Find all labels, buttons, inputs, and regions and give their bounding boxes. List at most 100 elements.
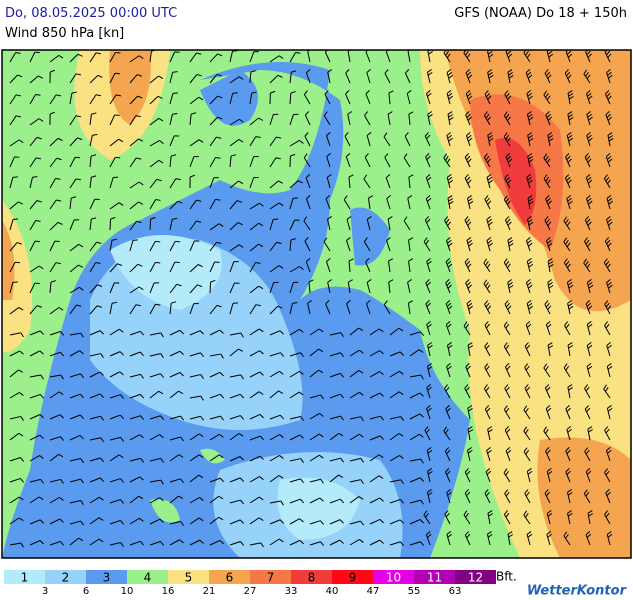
- barb: [409, 413, 420, 420]
- barb-flag: [587, 344, 593, 349]
- barb: [363, 241, 371, 252]
- barb-flag: [160, 479, 164, 485]
- barb: [289, 52, 296, 63]
- barb-flag: [464, 174, 469, 179]
- legend-class-label: 7: [267, 571, 275, 585]
- barb-flag: [447, 221, 452, 226]
- barb: [386, 240, 391, 252]
- barb-flag: [420, 374, 424, 380]
- barb: [9, 392, 20, 399]
- barb-flag: [307, 300, 313, 304]
- barb-flag: [586, 74, 591, 80]
- barb-flag: [446, 362, 451, 367]
- barb-flag: [388, 279, 394, 283]
- barb-flag: [426, 257, 431, 262]
- barb-flag: [360, 479, 364, 485]
- barb-flag: [447, 342, 452, 346]
- barb-flag: [567, 384, 573, 388]
- barb: [404, 135, 411, 147]
- barb-flag: [563, 363, 568, 369]
- barb-flag: [525, 50, 529, 56]
- barb-flag: [299, 518, 304, 523]
- barb: [89, 538, 100, 546]
- barb: [409, 541, 421, 546]
- barb: [269, 282, 275, 294]
- barb: [149, 179, 158, 189]
- barb-flag: [276, 136, 282, 139]
- barb-flag: [365, 258, 370, 263]
- barb-flag: [295, 51, 301, 54]
- barb-flag: [320, 478, 324, 484]
- barb-flag: [487, 95, 492, 100]
- barb: [69, 93, 73, 105]
- barb-flag: [118, 202, 124, 206]
- barb-flag: [379, 435, 384, 440]
- barb-flag: [112, 301, 118, 304]
- barb: [169, 156, 172, 168]
- barb: [209, 477, 221, 483]
- barb-flag: [18, 139, 24, 144]
- barb: [49, 478, 61, 483]
- barb: [209, 53, 218, 63]
- barb-flag: [325, 300, 330, 305]
- barb-flag: [567, 342, 573, 346]
- barb-flag: [79, 286, 84, 291]
- barb-flag: [279, 414, 285, 420]
- barb: [389, 433, 400, 441]
- barb-flag: [178, 495, 184, 499]
- barb-flag: [135, 304, 141, 307]
- barb-flag: [446, 174, 452, 178]
- barb: [348, 177, 351, 189]
- barb: [9, 307, 20, 315]
- barb-flag: [527, 281, 532, 286]
- barb-flag: [606, 341, 611, 346]
- parameter: Wind 850 hPa [kn]: [5, 26, 125, 41]
- legend-threshold: 55: [408, 586, 421, 597]
- barb: [169, 241, 176, 252]
- barb-flag: [446, 302, 452, 307]
- barb-flag: [504, 300, 509, 305]
- barb-flag: [484, 405, 490, 410]
- barb-flag: [608, 200, 613, 205]
- barb: [49, 262, 57, 273]
- barb: [209, 261, 216, 273]
- barb-flag: [55, 177, 61, 180]
- barb-flag: [485, 302, 490, 308]
- barb-flag: [111, 238, 117, 241]
- barb: [9, 52, 17, 63]
- barb-flag: [426, 176, 432, 181]
- barb-flag: [445, 468, 450, 473]
- barb: [606, 345, 611, 357]
- barb: [49, 240, 56, 252]
- barb: [89, 177, 92, 189]
- barb: [149, 497, 160, 504]
- barb-flag: [339, 539, 344, 544]
- barb-flag: [467, 95, 473, 100]
- barb-flag: [447, 305, 453, 310]
- barb-flag: [427, 363, 432, 367]
- barb: [129, 95, 139, 105]
- barb-flag: [524, 363, 529, 368]
- barb: [464, 492, 471, 504]
- barb-flag: [607, 218, 612, 223]
- barb-flag: [605, 512, 610, 518]
- barb: [289, 352, 301, 357]
- barb-flag: [506, 263, 511, 269]
- barb: [387, 261, 391, 273]
- barb-flag: [526, 531, 532, 535]
- barb-flag: [606, 68, 611, 73]
- barb: [409, 458, 421, 462]
- barb-flag: [488, 513, 493, 517]
- barb: [425, 282, 431, 294]
- barb: [408, 240, 411, 252]
- barb: [485, 471, 491, 483]
- barb: [129, 476, 140, 483]
- barb: [189, 240, 195, 252]
- barb: [383, 136, 391, 147]
- barb-flag: [292, 302, 298, 304]
- barb-flag: [527, 92, 532, 97]
- barb: [424, 430, 431, 441]
- barb: [189, 139, 200, 147]
- barb-flag: [527, 74, 533, 79]
